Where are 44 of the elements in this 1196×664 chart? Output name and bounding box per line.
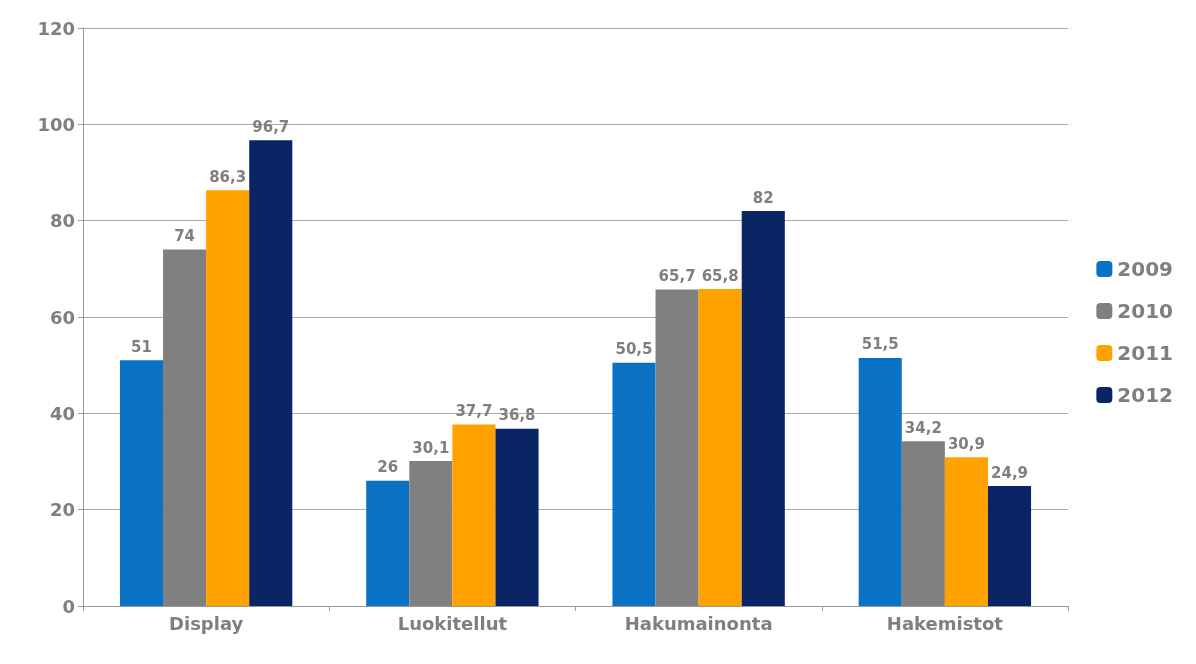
data-label: 65,8 [701,266,739,285]
y-tick-label: 100 [37,113,75,135]
data-label: 34,2 [904,418,942,437]
x-tick-label: Luokitellut [397,612,508,634]
y-tick-label: 20 [49,499,75,521]
data-label: 24,9 [991,463,1029,482]
bar [655,289,699,606]
bar [409,461,453,606]
legend-label: 2011 [1117,341,1174,365]
bar [119,360,164,606]
data-label: 51,5 [861,335,899,354]
y-tick-label: 40 [49,402,75,424]
data-label: 30,1 [412,438,450,457]
data-label: 74 [174,227,196,246]
x-tick-label: Hakumainonta [624,612,773,634]
bar [944,457,988,606]
y-tick-label: 120 [37,17,75,39]
bar [495,428,539,606]
y-tick-label: 60 [49,306,75,328]
legend-label: 2012 [1117,383,1174,407]
data-label: 26 [377,458,399,477]
y-tick-label: 0 [62,595,75,617]
bar [249,140,293,606]
x-tick-label: Hakemistot [886,612,1004,634]
x-tick-label: Display [169,612,244,634]
data-label: 30,9 [947,434,985,453]
data-label: 51 [131,337,152,356]
y-tick-label: 80 [49,210,75,232]
bar [987,486,1032,606]
bar [901,441,945,606]
bar [366,480,410,606]
bar [163,249,207,606]
data-label: 65,7 [658,267,696,286]
bar [698,289,742,606]
bar [206,190,250,606]
data-label: 50,5 [615,340,653,359]
data-label: 86,3 [209,167,247,186]
bar [452,424,496,606]
bar [741,211,785,606]
bar [612,362,656,606]
data-label: 82 [752,188,774,207]
bar [858,357,902,606]
legend-label: 2009 [1117,257,1174,281]
legend-label: 2010 [1117,299,1174,323]
